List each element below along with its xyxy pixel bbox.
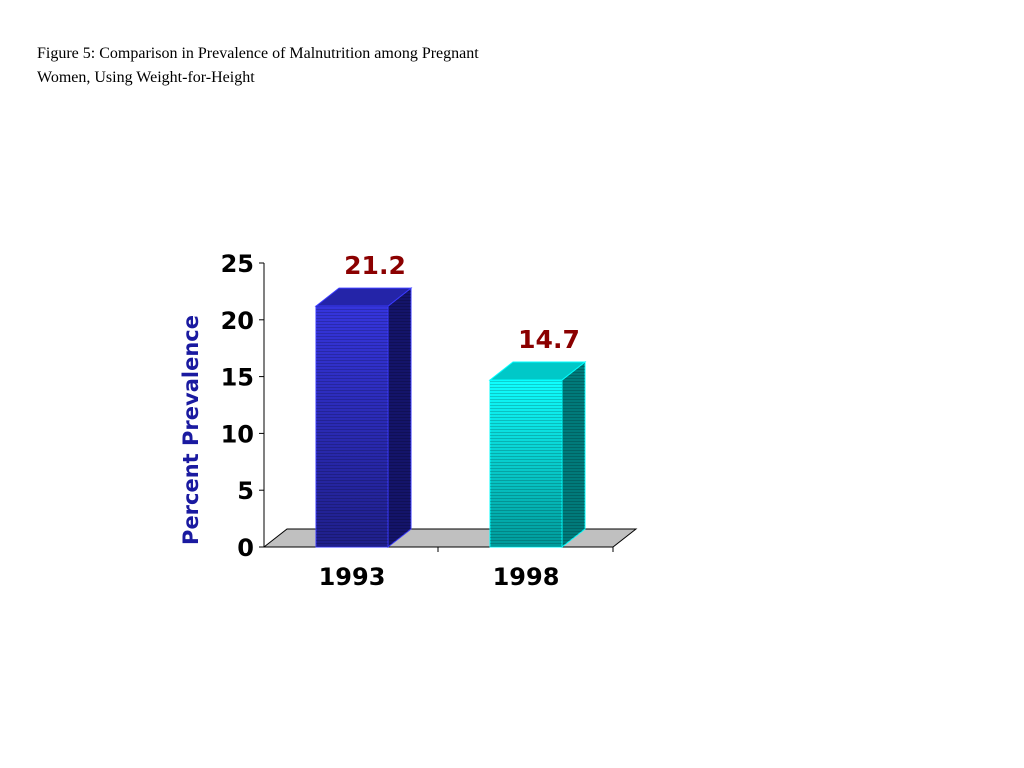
bar-front-stripes — [490, 380, 562, 547]
y-tick-label: 15 — [221, 364, 254, 392]
bar-side-stripes — [388, 288, 411, 547]
figure-caption: Figure 5: Comparison in Prevalence of Ma… — [37, 42, 637, 90]
x-category-label: 1998 — [493, 563, 560, 591]
y-tick-label: 20 — [221, 307, 254, 335]
y-tick-label: 25 — [221, 250, 254, 278]
bar — [488, 360, 587, 549]
caption-line-1: Figure 5: Comparison in Prevalence of Ma… — [37, 45, 479, 62]
bar-side-stripes — [562, 362, 585, 547]
y-tick-label: 0 — [237, 534, 254, 562]
y-tick-label: 10 — [221, 420, 254, 448]
data-label: 14.7 — [518, 325, 580, 354]
bar — [314, 287, 413, 549]
x-category-label: 1993 — [319, 563, 386, 591]
bar-front-stripes — [316, 306, 388, 547]
caption-line-2: Women, Using Weight-for-Height — [37, 69, 255, 86]
y-axis-label: Percent Prevalence — [179, 315, 203, 545]
y-tick-label: 5 — [237, 477, 254, 505]
data-label: 21.2 — [344, 251, 406, 280]
